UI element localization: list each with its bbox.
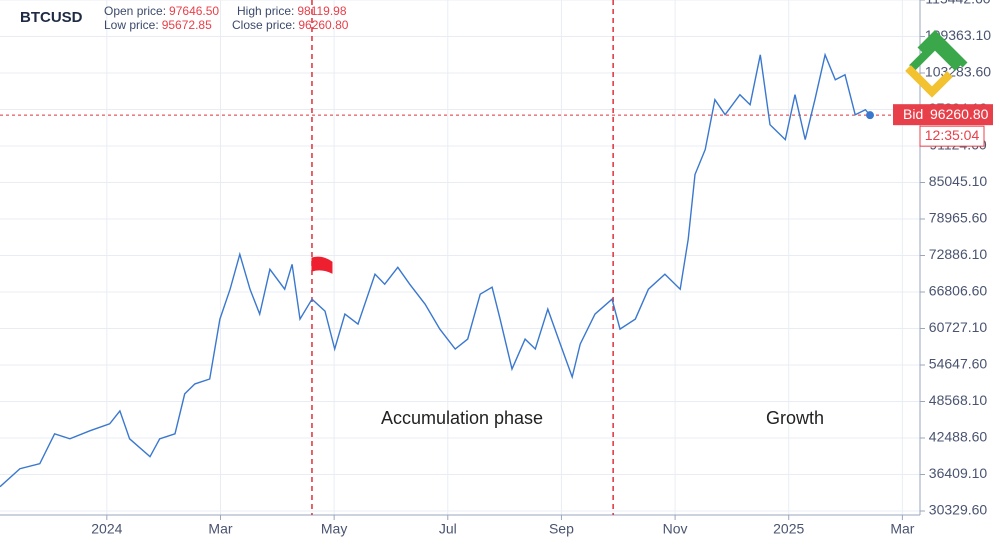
x-tick-label: Jul: [439, 521, 457, 537]
stat-value: 97646.50: [169, 4, 219, 18]
last-point: [865, 111, 874, 120]
stat-label: High price:: [237, 4, 294, 18]
x-tick-label: Mar: [208, 521, 232, 537]
x-tick-label: Mar: [890, 521, 914, 537]
y-tick-label: 48568.10: [929, 392, 988, 408]
annotation: Growth: [766, 408, 824, 428]
y-tick-label: 54647.60: [929, 356, 988, 372]
x-tick-label: 2024: [91, 521, 122, 537]
y-tick-label: 72886.10: [929, 246, 988, 262]
flag: [311, 256, 333, 275]
x-tick-label: May: [321, 521, 347, 537]
bid-tag: [893, 104, 993, 126]
y-tick-label: 66806.60: [929, 283, 988, 299]
stat-label: Close price:: [232, 18, 295, 32]
symbol: BTCUSD: [20, 9, 83, 26]
timer-box: [919, 125, 985, 147]
y-tick-label: 42488.60: [929, 429, 988, 445]
y-tick-label: 60727.10: [929, 319, 988, 335]
logo: [905, 30, 968, 98]
stat-value: 96260.80: [298, 18, 348, 32]
x-tick-label: Sep: [549, 521, 574, 537]
y-tick-label: 78965.60: [929, 210, 988, 226]
annotation: Accumulation phase: [381, 408, 543, 428]
stat-value: 95672.85: [162, 18, 212, 32]
x-tick-label: Nov: [663, 521, 688, 537]
timer: 12:35:04: [925, 127, 980, 143]
x-tick-label: 2025: [773, 521, 804, 537]
stat-label: Low price:: [104, 18, 159, 32]
y-tick-label: 103283.60: [925, 64, 991, 80]
y-tick-label: 85045.10: [929, 173, 988, 189]
bid-label: Bid: [903, 106, 923, 122]
y-tick-label: 30329.60: [929, 502, 988, 518]
y-tick-label: 115442.60: [925, 0, 990, 7]
bid-value: 96260.80: [930, 106, 989, 122]
stat-value: 98119.98: [297, 4, 346, 18]
stat-label: Open price:: [104, 4, 166, 18]
y-tick-label: 36409.10: [929, 465, 988, 481]
price-line: [0, 52, 871, 488]
